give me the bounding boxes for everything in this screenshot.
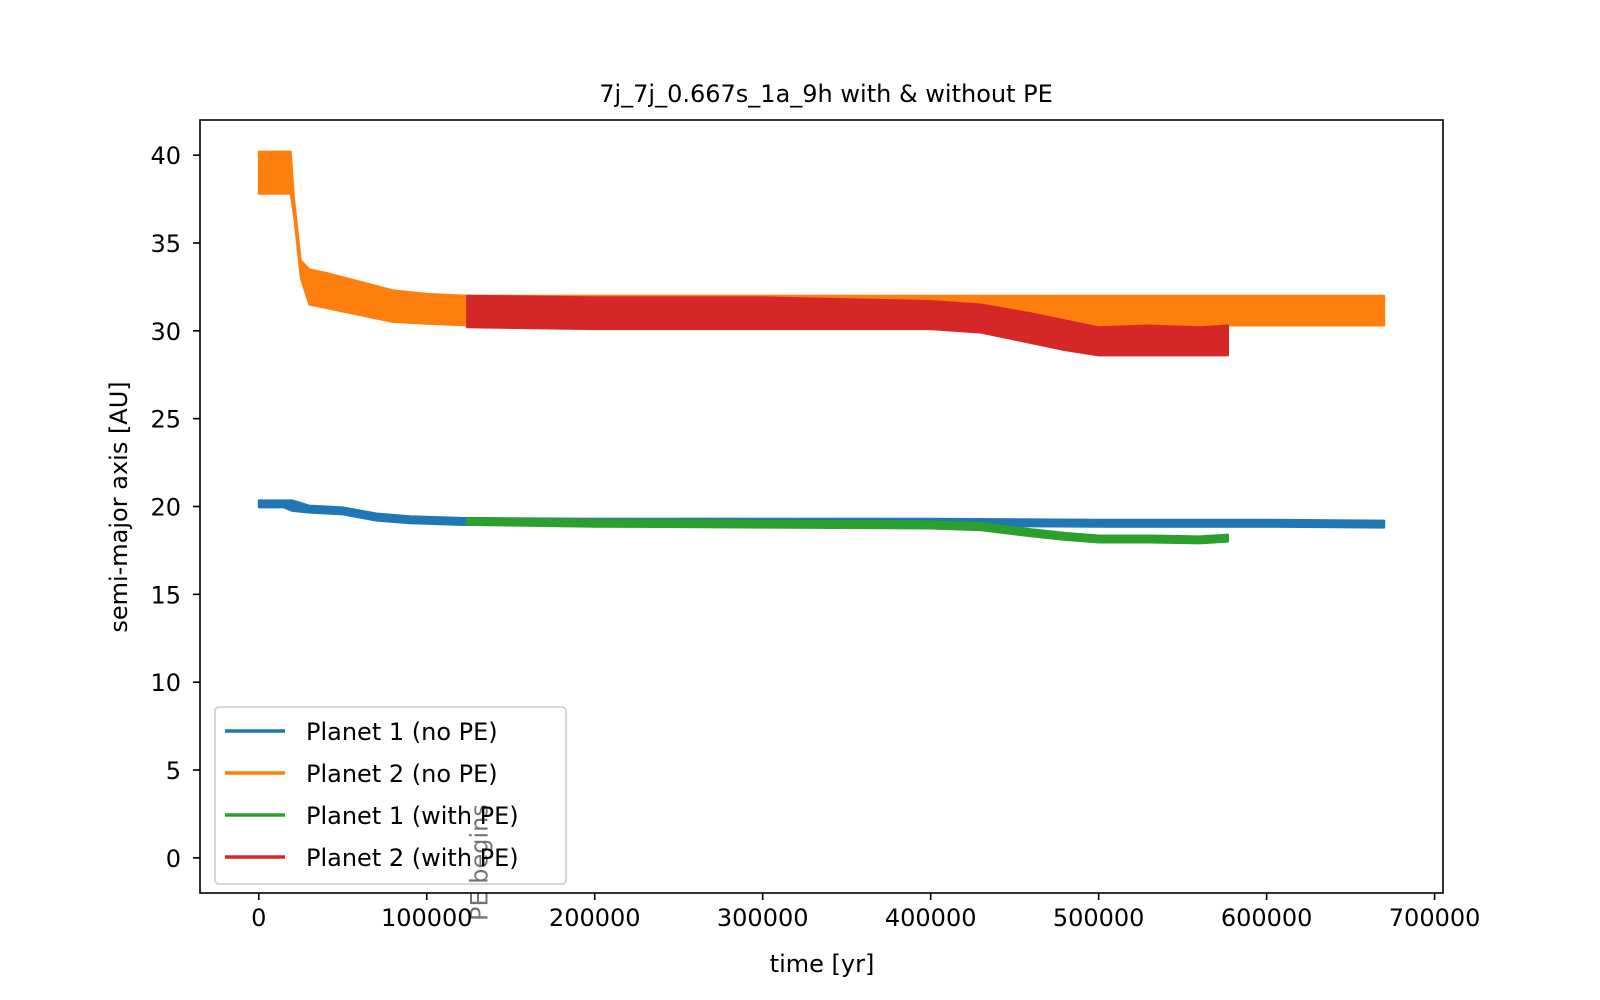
y-tick-label: 20	[150, 494, 181, 522]
series-band-4	[466, 294, 1229, 357]
legend-label: Planet 2 (with PE)	[306, 844, 519, 872]
y-tick-label: 30	[150, 318, 181, 346]
chart-title: 7j_7j_0.667s_1a_9h with & without PE	[599, 80, 1053, 108]
plot-series	[257, 150, 1386, 545]
y-axis: 0 5 10 15 20 25 30 35 40	[150, 142, 200, 873]
x-tick-label: 100000	[381, 904, 473, 932]
series-band-3	[466, 516, 1229, 545]
x-tick-label: 600000	[1221, 904, 1313, 932]
y-tick-label: 0	[166, 845, 181, 873]
series-band-2	[257, 150, 1386, 327]
legend-box	[214, 706, 567, 885]
x-tick-label: 200000	[549, 904, 641, 932]
y-tick-label: 10	[150, 669, 181, 697]
y-tick-label: 5	[166, 757, 181, 785]
y-tick-label: 35	[150, 230, 181, 258]
legend-label: Planet 1 (no PE)	[306, 718, 498, 746]
x-tick-label: 300000	[717, 904, 809, 932]
x-tick-label: 400000	[885, 904, 977, 932]
y-tick-label: 15	[150, 581, 181, 609]
y-tick-label: 40	[150, 142, 181, 170]
legend-label: Planet 2 (no PE)	[306, 760, 498, 788]
x-tick-label: 0	[251, 904, 266, 932]
x-axis: 0 100000 200000 300000 400000 500000 600000 700…	[251, 893, 1480, 932]
pe-begins-annotation: PE begins	[466, 804, 494, 921]
legend-label: Planet 1 (with PE)	[306, 802, 519, 830]
y-axis-label: semi-major axis [AU]	[105, 381, 133, 632]
x-tick-label: 700000	[1389, 904, 1481, 932]
x-axis-label: time [yr]	[770, 950, 875, 978]
y-tick-label: 25	[150, 406, 181, 434]
legend: Planet 1 (no PE) Planet 2 (no PE) Planet 1…	[214, 706, 567, 885]
x-tick-label: 500000	[1053, 904, 1145, 932]
